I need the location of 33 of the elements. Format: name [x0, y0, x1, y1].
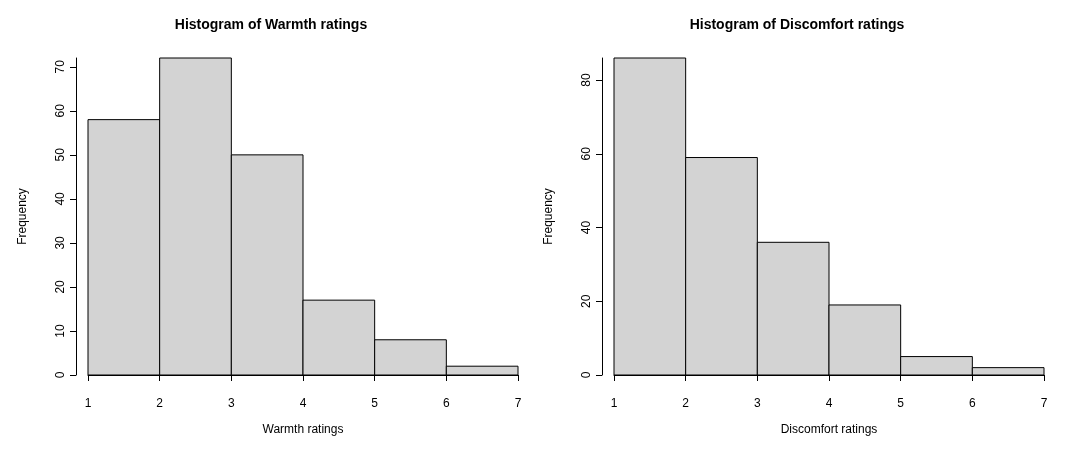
x-tick-label: 2: [156, 396, 164, 410]
x-tick-label: 3: [227, 396, 235, 410]
x-tick-label: 5: [897, 396, 905, 410]
y-tick-label: 40: [53, 191, 67, 206]
y-tick-label: 40: [579, 220, 593, 235]
y-tick-label: 80: [579, 73, 593, 87]
chart-title: Histogram of Warmth ratings: [174, 16, 368, 32]
y-tick-label: 70: [53, 59, 67, 74]
y-tick-label: 10: [53, 323, 67, 338]
x-tick-label: 5: [371, 396, 379, 410]
x-axis-title: Warmth ratings: [262, 422, 344, 436]
x-tick-label: 6: [968, 396, 976, 410]
x-tick-label: 3: [753, 396, 761, 410]
y-tick-label: 20: [53, 279, 67, 294]
y-tick-label: 0: [53, 371, 67, 379]
x-tick-label: 4: [825, 396, 833, 410]
x-tick-label: 6: [442, 396, 450, 410]
chart-title: Histogram of Discomfort ratings: [689, 16, 905, 32]
y-tick-label: 30: [53, 235, 67, 250]
x-tick-label: 7: [1040, 396, 1048, 410]
x-tick-label: 4: [299, 396, 307, 410]
x-tick-label: 1: [84, 396, 92, 410]
y-axis-title: Frequency: [541, 188, 555, 245]
y-tick-label: 60: [579, 146, 593, 161]
y-tick-label: 0: [579, 371, 593, 379]
x-tick-label: 2: [682, 396, 690, 410]
y-axis-title: Frequency: [15, 188, 29, 245]
y-tick-label: 50: [53, 147, 67, 162]
x-tick-label: 7: [514, 396, 522, 410]
x-axis-title: Discomfort ratings: [780, 422, 878, 436]
y-tick-label: 20: [579, 294, 593, 308]
x-tick-label: 1: [610, 396, 618, 410]
y-tick-label: 60: [53, 103, 67, 118]
